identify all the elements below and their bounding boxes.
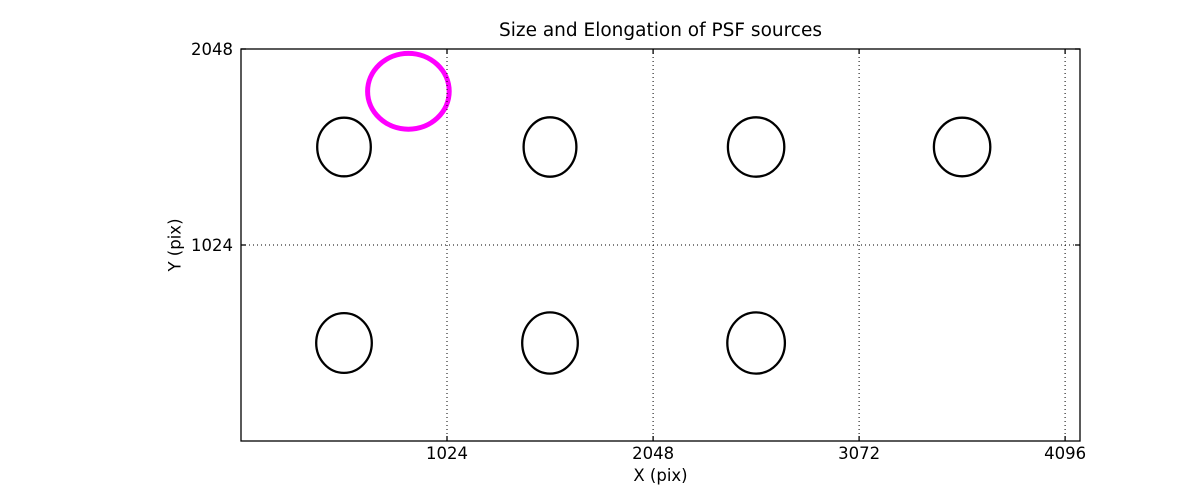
psf-ellipse <box>521 311 579 375</box>
highlight-ellipse <box>365 50 452 132</box>
psf-ellipse <box>522 116 578 178</box>
psf-ellipse <box>315 311 373 375</box>
plot-border <box>240 48 1081 442</box>
x-tick-label: 1024 <box>426 444 468 463</box>
y-tick-label: 1024 <box>191 236 233 255</box>
x-tick-label: 4096 <box>1044 444 1086 463</box>
y-tick-label: 2048 <box>191 40 233 59</box>
x-axis-label: X (pix) <box>633 466 688 485</box>
chart-title: Size and Elongation of PSF sources <box>498 20 823 41</box>
x-tick-label: 3072 <box>838 444 880 463</box>
x-tick-label: 2048 <box>632 444 674 463</box>
psf-ellipse <box>726 116 786 178</box>
y-axis-label: Y (pix) <box>165 218 185 272</box>
psf-ellipse <box>316 116 372 178</box>
psf-ellipse <box>932 116 992 178</box>
psf-ellipse <box>726 311 787 375</box>
